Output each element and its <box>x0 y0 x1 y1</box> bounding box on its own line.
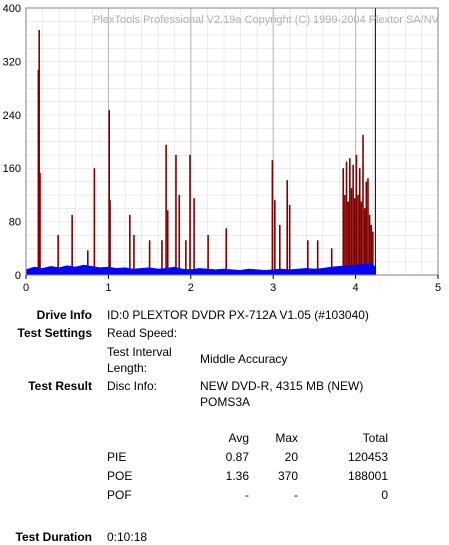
bar <box>129 214 131 275</box>
bar <box>286 180 289 275</box>
bar <box>353 198 356 275</box>
bar <box>360 201 363 275</box>
bar <box>345 161 348 275</box>
bar <box>166 210 169 275</box>
label: Drive Info <box>36 308 92 322</box>
bar <box>365 181 368 275</box>
row-label: POE <box>107 469 133 483</box>
bar <box>108 110 111 275</box>
bar <box>352 164 354 275</box>
label: Test Duration <box>15 530 92 544</box>
area <box>25 263 376 276</box>
value: Read Speed: <box>107 326 178 340</box>
value: ID:0 PLEXTOR DVDR PX-712A V1.05 (#103040… <box>107 308 369 322</box>
bar <box>185 240 187 275</box>
table-cell: 188001 <box>347 469 388 483</box>
bar <box>193 198 195 275</box>
bar <box>372 231 374 275</box>
bar <box>37 70 40 275</box>
minor-grid <box>26 8 438 275</box>
table-cell: - <box>245 488 249 502</box>
bar <box>368 214 371 275</box>
value: Test Interval Length: <box>107 345 172 375</box>
bar <box>109 200 111 275</box>
x-tick-label: 5 <box>435 282 441 292</box>
table-cell: 0.87 <box>225 450 249 464</box>
bar <box>178 194 181 275</box>
x-tick-label: 0 <box>23 282 29 292</box>
bar <box>347 201 349 275</box>
bar <box>342 168 345 275</box>
label: Test Result <box>28 379 92 393</box>
table-cell: 120453 <box>347 450 388 464</box>
bar <box>271 160 274 275</box>
bar <box>370 224 373 275</box>
table-header: Avg <box>228 431 249 445</box>
table-cell: 0 <box>381 488 388 502</box>
chart: PlexTools Professional V2.19a Copyright … <box>3 3 441 292</box>
value: Disc Info: <box>107 379 158 393</box>
table-header: Max <box>275 431 298 445</box>
bar <box>363 208 366 275</box>
watermark: PlexTools Professional V2.19a Copyright … <box>93 14 440 26</box>
table-cell: 1.36 <box>225 469 249 483</box>
plot-frame <box>25 7 439 276</box>
y-tick-label: 160 <box>3 163 21 175</box>
bar <box>71 214 73 275</box>
bar <box>307 240 309 275</box>
value: 0:10:18 <box>107 530 148 544</box>
label: Test Settings <box>17 326 92 340</box>
row-label: PIE <box>107 450 127 464</box>
bar <box>362 134 364 275</box>
y-tick-label: 0 <box>15 270 21 282</box>
bar <box>165 144 167 275</box>
value: NEW DVD-R, 4315 MB (NEW) POMS3A <box>200 379 364 409</box>
bar <box>349 158 351 275</box>
bar <box>355 154 358 275</box>
bar <box>274 200 276 275</box>
row-label: POF <box>107 488 132 502</box>
x-tick-label: 2 <box>188 282 194 292</box>
table-cell: 370 <box>277 469 298 483</box>
y-tick-label: 400 <box>3 3 21 15</box>
table-cell: - <box>294 488 298 502</box>
table-cell: 20 <box>284 450 298 464</box>
bar <box>278 224 281 275</box>
y-tick-label: 80 <box>9 217 21 229</box>
bar <box>358 168 361 275</box>
bar <box>367 178 369 275</box>
bar <box>87 250 89 275</box>
bar <box>38 30 40 276</box>
bar <box>57 234 59 275</box>
bar <box>161 240 163 275</box>
bar <box>330 248 333 275</box>
bar <box>316 240 319 275</box>
y-tick-label: 320 <box>3 56 21 68</box>
bar <box>175 154 177 275</box>
bar <box>189 154 191 275</box>
x-tick-label: 3 <box>270 282 276 292</box>
bar <box>93 168 96 275</box>
bar <box>39 172 41 275</box>
x-tick-label: 4 <box>353 282 359 292</box>
y-tick-label: 240 <box>3 110 21 122</box>
x-tick-label: 1 <box>105 282 111 292</box>
bar <box>357 194 359 275</box>
bar <box>225 228 228 275</box>
bar <box>350 188 353 275</box>
value: Middle Accuracy <box>200 352 288 366</box>
bar <box>133 234 135 275</box>
bar <box>288 204 291 275</box>
table-header: Total <box>362 431 388 445</box>
bar <box>148 240 151 275</box>
bar <box>207 234 209 275</box>
bar <box>344 194 346 275</box>
